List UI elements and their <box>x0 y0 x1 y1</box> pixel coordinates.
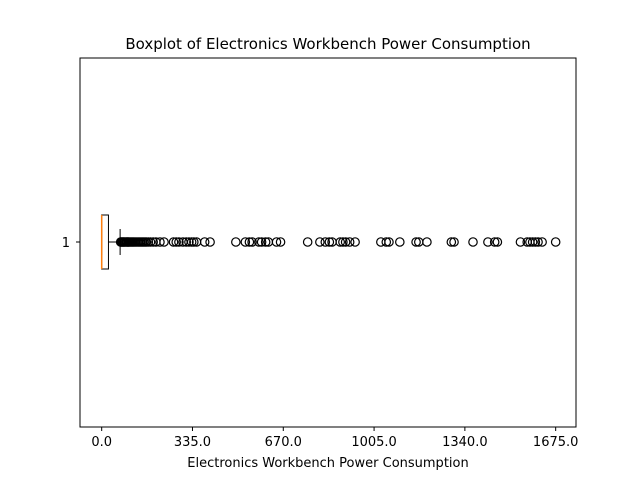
outlier-point <box>184 237 194 247</box>
outlier-point <box>231 237 241 247</box>
outlier-point <box>168 237 179 247</box>
outlier-point <box>254 237 264 247</box>
outlier-point <box>449 237 459 247</box>
outlier-point <box>384 237 394 247</box>
iqr-box <box>101 214 109 270</box>
x-tick-label: 1005.0 <box>351 435 397 450</box>
outlier-point <box>344 237 355 247</box>
outlier-point <box>189 237 199 247</box>
x-axis-label: Electronics Workbench Power Consumption <box>187 456 468 471</box>
outlier-point <box>530 237 541 247</box>
outlier-point <box>483 237 493 247</box>
outlier-point <box>244 237 255 247</box>
outlier-point <box>145 237 156 247</box>
outlier-point <box>271 237 282 247</box>
outlier-point <box>489 237 500 247</box>
outlier-point <box>527 237 538 247</box>
outlier-point <box>492 237 503 247</box>
outlier-point <box>260 237 271 247</box>
outlier-point <box>159 237 169 247</box>
outlier-point <box>395 237 405 247</box>
outlier-point <box>247 237 257 247</box>
outlier-point <box>381 237 392 247</box>
outlier-point <box>515 237 526 247</box>
outlier-point <box>256 237 267 247</box>
x-tick-label: 1340.0 <box>442 435 488 450</box>
chart-title: Boxplot of Electronics Workbench Power C… <box>125 35 530 53</box>
x-tick-label: 0.0 <box>91 435 112 450</box>
outlier-point <box>302 237 313 247</box>
y-tick-label: 1 <box>62 236 70 251</box>
outlier-point <box>155 237 165 247</box>
outlier-point <box>324 237 335 247</box>
x-tick-label: 670.0 <box>265 435 302 450</box>
outlier-point <box>240 237 251 247</box>
outlier-point <box>315 237 325 247</box>
outlier-point <box>205 237 215 247</box>
outlier-point <box>411 237 421 247</box>
outlier-point <box>148 237 158 247</box>
outlier-point <box>174 237 184 247</box>
x-tick-label: 335.0 <box>174 435 211 450</box>
outlier-point <box>537 237 547 247</box>
outlier-point <box>550 237 561 247</box>
outlier-point <box>446 237 457 247</box>
outlier-point <box>199 237 210 247</box>
outlier-point <box>340 237 351 247</box>
outlier-point <box>338 237 348 247</box>
outlier-point <box>422 237 432 247</box>
outlier-point <box>533 237 543 247</box>
outlier-point <box>181 237 192 247</box>
outlier-point <box>335 237 345 247</box>
outlier-point <box>468 237 478 247</box>
outlier-point <box>171 237 182 247</box>
outlier-point <box>320 237 331 247</box>
outlier-point <box>350 237 360 247</box>
x-tick-label: 1675.0 <box>533 435 579 450</box>
outlier-point <box>275 237 286 247</box>
